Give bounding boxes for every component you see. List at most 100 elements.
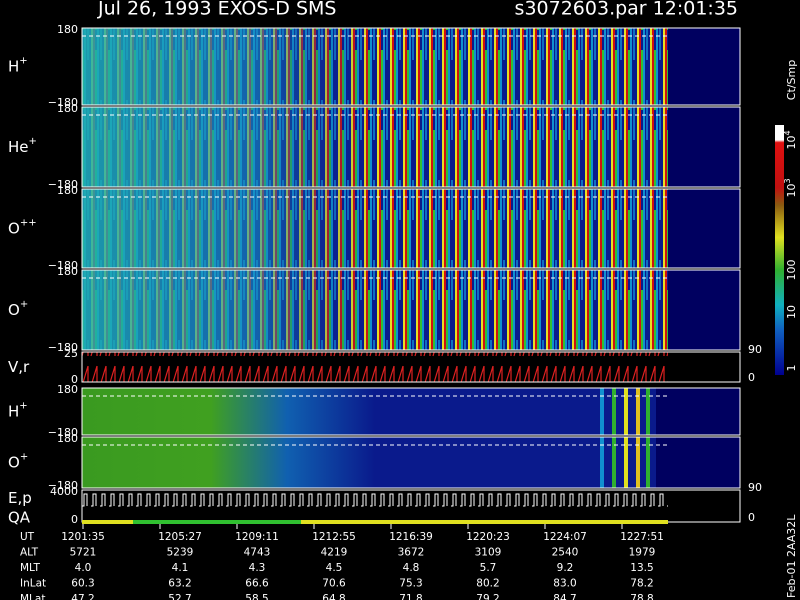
panel-label-text: O xyxy=(8,219,20,237)
footer: Feb-01 2AA32L xyxy=(785,514,798,598)
cell: 5.7 xyxy=(480,562,497,574)
panel-label-text: H xyxy=(8,57,19,75)
panel-label: O++ xyxy=(8,218,37,238)
cell: 70.6 xyxy=(322,578,346,590)
cell: 4.8 xyxy=(403,562,420,574)
panel-label: H+ xyxy=(8,401,28,421)
colorbar-label: 1 xyxy=(785,365,798,372)
cell: 4.5 xyxy=(326,562,343,574)
panel-label-sup: + xyxy=(19,401,27,412)
stripe xyxy=(646,437,650,488)
y-tick-label: 180 xyxy=(57,102,78,115)
y-tick-label: −180 xyxy=(48,259,78,272)
row-name: MLT xyxy=(20,562,40,574)
cell: 4219 xyxy=(321,547,348,559)
spectrogram xyxy=(82,437,668,488)
y-tick-label: −180 xyxy=(48,341,78,354)
colorbar-unit: Ct/Smp xyxy=(785,60,798,100)
panel-label-sup: + xyxy=(20,299,28,310)
cell: 5721 xyxy=(70,547,97,559)
panel-label-sup: + xyxy=(20,452,28,463)
empty-region xyxy=(668,189,740,268)
panel-label: QA xyxy=(8,509,31,527)
empty-region xyxy=(668,107,740,187)
cell: 5239 xyxy=(167,547,194,559)
cell: 80.2 xyxy=(476,578,499,590)
panel-frame xyxy=(81,106,741,188)
cell: 1220:23 xyxy=(466,531,510,543)
cell: 84.7 xyxy=(553,593,576,600)
cell: 64.8 xyxy=(322,593,345,600)
panel-label-text: O xyxy=(8,301,20,319)
colorbar-base: 1 xyxy=(785,365,798,372)
panel-frame xyxy=(81,188,741,269)
panel-frame xyxy=(81,27,741,106)
cell: 1209:11 xyxy=(235,531,279,543)
colorbar-exp: 4 xyxy=(783,130,792,135)
y-tick-label: 0 xyxy=(71,513,78,526)
right-tick-label: 0 xyxy=(748,511,755,524)
row-name: ALT xyxy=(20,547,39,559)
cell: 60.3 xyxy=(71,578,94,590)
cell: 52.7 xyxy=(168,593,191,600)
empty-region xyxy=(668,270,740,350)
colorbar-base: 10 xyxy=(785,305,798,319)
cell: 4.0 xyxy=(75,562,92,574)
cell: 1201:35 xyxy=(61,531,105,543)
colorbar-base: 10 xyxy=(785,136,798,150)
y-tick-label: −180 xyxy=(48,96,78,109)
cell: 4.3 xyxy=(249,562,266,574)
cell: 71.8 xyxy=(399,593,422,600)
panel-label: He+ xyxy=(8,136,37,156)
panel-label: O+ xyxy=(8,452,28,472)
row-name: InLat xyxy=(20,578,46,590)
cell: 78.8 xyxy=(630,593,653,600)
qa-bar xyxy=(82,520,668,524)
panel-label: H+ xyxy=(8,56,28,76)
cell: 1979 xyxy=(629,547,656,559)
panel-label-text: E,p xyxy=(8,489,32,507)
cell: 78.2 xyxy=(630,578,653,590)
stripe xyxy=(600,437,604,488)
panel-label-text: O xyxy=(8,453,20,471)
cell: 79.2 xyxy=(476,593,499,600)
cell: 83.0 xyxy=(553,578,576,590)
cell: 1212:55 xyxy=(312,531,356,543)
y-tick-label: −180 xyxy=(48,426,78,439)
y-tick-label: 180 xyxy=(57,23,78,36)
cell: 1224:07 xyxy=(543,531,587,543)
stripe xyxy=(636,437,640,488)
cell: 1205:27 xyxy=(158,531,202,543)
title: Jul 26, 1993 EXOS-D SMS xyxy=(97,0,336,20)
panel-label: V,r xyxy=(8,358,30,376)
stripe xyxy=(612,437,616,488)
stripe xyxy=(600,388,604,435)
spectrogram xyxy=(82,388,668,435)
trace xyxy=(82,490,668,522)
panel-frame xyxy=(81,351,741,383)
panel-label-sup: + xyxy=(19,56,27,67)
panel-label-sup: + xyxy=(29,136,37,147)
colorbar-label: 103 xyxy=(783,178,799,197)
row-name: UT xyxy=(20,531,35,543)
panel-label-text: H xyxy=(8,402,19,420)
y-tick-label: 180 xyxy=(57,383,78,396)
cell: 4.1 xyxy=(172,562,189,574)
right-tick-label: 90 xyxy=(748,343,762,356)
cell: 63.2 xyxy=(168,578,191,590)
spectrogram-glow xyxy=(82,28,668,105)
y-tick-label: 25 xyxy=(64,347,78,360)
colorbar-label: 104 xyxy=(783,130,799,149)
stripe xyxy=(646,388,650,435)
trace xyxy=(82,352,668,382)
panel-label-text: He xyxy=(8,138,29,156)
cell: 3672 xyxy=(398,547,425,559)
y-tick-label: 180 xyxy=(57,184,78,197)
y-tick-label: 4000 xyxy=(50,485,78,498)
cell: 1227:51 xyxy=(620,531,664,543)
cell: 2540 xyxy=(552,547,579,559)
cell: 13.5 xyxy=(630,562,653,574)
empty-region xyxy=(668,28,740,105)
colorbar-base: 10 xyxy=(785,184,798,198)
